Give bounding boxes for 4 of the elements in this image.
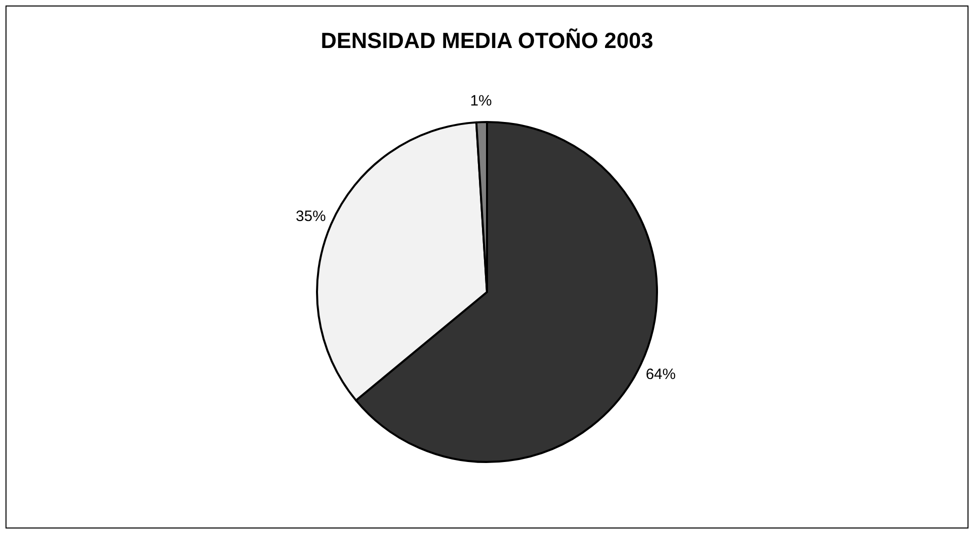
data-label: 35% bbox=[296, 208, 326, 225]
chart-title: DENSIDAD MEDIA OTOÑO 2003 bbox=[320, 28, 654, 53]
data-label: 1% bbox=[470, 92, 492, 110]
data-label: 64% bbox=[646, 366, 676, 383]
